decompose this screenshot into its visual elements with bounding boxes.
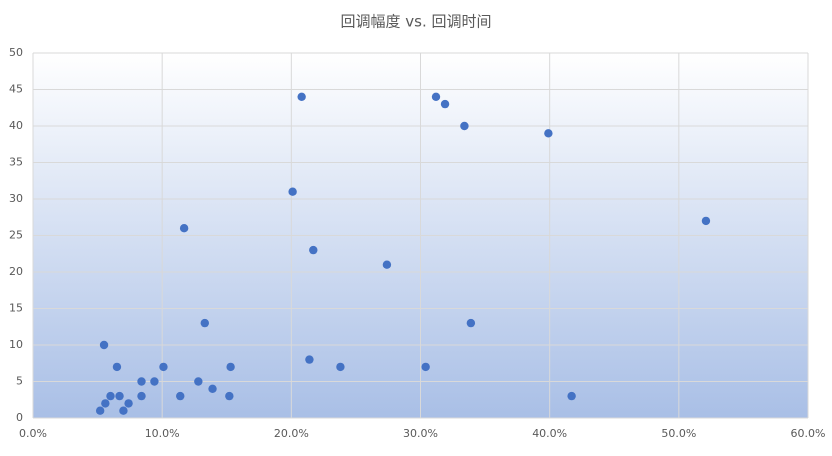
point [288, 187, 297, 196]
y-tick-label: 0 [16, 411, 23, 424]
point [106, 391, 115, 401]
y-tick-label: 5 [16, 375, 23, 388]
x-tick-label: 50.0% [661, 427, 696, 440]
point [336, 362, 345, 372]
point [115, 391, 124, 401]
x-tick-label: 0.0% [19, 427, 47, 440]
point [179, 224, 189, 233]
point [99, 340, 109, 350]
point [208, 384, 217, 393]
point [137, 391, 146, 401]
point [701, 216, 711, 226]
x-tick-label: 30.0% [403, 427, 438, 440]
y-tick-label: 25 [9, 229, 23, 242]
point [382, 260, 392, 269]
x-tick-label: 60.0% [791, 427, 826, 440]
point [297, 92, 306, 102]
x-tick-label: 40.0% [532, 427, 567, 440]
point [460, 121, 469, 131]
y-tick-label: 40 [9, 119, 23, 132]
point [200, 318, 209, 328]
point [309, 245, 318, 255]
y-tick-label: 20 [9, 265, 23, 278]
point [159, 362, 168, 372]
point [124, 399, 133, 408]
point [544, 129, 553, 138]
x-tick-label: 20.0% [274, 427, 309, 440]
point [176, 391, 185, 401]
point [150, 377, 159, 386]
y-tick-label: 35 [9, 156, 23, 169]
point [421, 362, 430, 372]
point [225, 391, 234, 401]
point [466, 318, 476, 328]
point [101, 399, 110, 408]
point [119, 406, 128, 415]
y-tick-label: 10 [9, 338, 23, 351]
point [440, 99, 450, 109]
point [137, 377, 146, 386]
y-tick-label: 45 [9, 83, 23, 96]
point [112, 362, 122, 372]
y-tick-label: 15 [9, 302, 23, 315]
y-tick-label: 50 [9, 46, 23, 59]
point [194, 377, 203, 386]
chart-title: 回调幅度 vs. 回调时间 [341, 13, 492, 31]
point [567, 391, 576, 401]
y-tick-label: 30 [9, 192, 23, 205]
point [431, 92, 441, 102]
x-tick-label: 10.0% [145, 427, 180, 440]
point [305, 355, 314, 364]
point [95, 406, 105, 415]
point [226, 362, 235, 372]
